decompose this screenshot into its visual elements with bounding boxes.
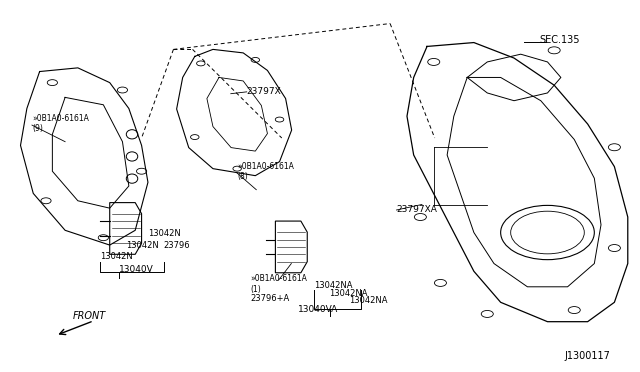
Text: 13042N: 13042N <box>148 230 180 238</box>
Text: 13042N: 13042N <box>125 241 158 250</box>
Text: J1300117: J1300117 <box>564 352 610 361</box>
Text: »0B1A0-6161A
(8): »0B1A0-6161A (8) <box>237 161 294 181</box>
Text: FRONT: FRONT <box>73 311 106 321</box>
Text: 23796+A: 23796+A <box>250 294 289 303</box>
Text: 13042NA: 13042NA <box>314 281 352 290</box>
Text: 23797X: 23797X <box>246 87 282 96</box>
Text: 13042N: 13042N <box>100 251 133 261</box>
Text: 13040V: 13040V <box>119 264 154 273</box>
Text: »0B1A0-6161A
(1): »0B1A0-6161A (1) <box>250 274 307 294</box>
Text: 13042NA: 13042NA <box>330 289 368 298</box>
Text: SEC.135: SEC.135 <box>540 35 580 45</box>
Text: »0B1A0-6161A
(9): »0B1A0-6161A (9) <box>32 113 89 133</box>
Text: 13040VA: 13040VA <box>298 305 338 314</box>
Text: 23797XA: 23797XA <box>396 205 437 215</box>
Text: 13042NA: 13042NA <box>349 296 387 305</box>
Text: 23796: 23796 <box>164 241 191 250</box>
